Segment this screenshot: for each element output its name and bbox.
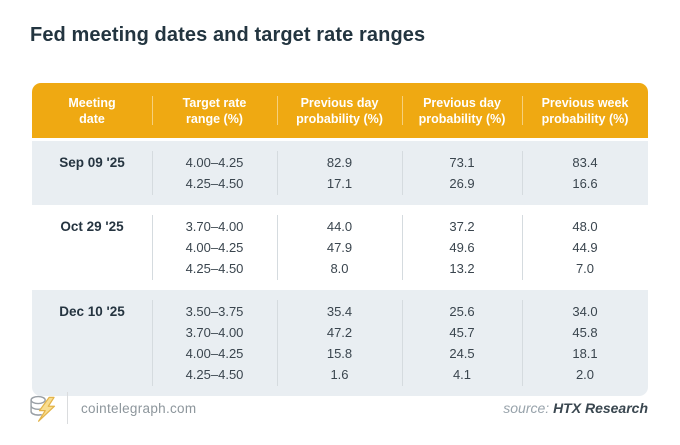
fed-rates-table: Meeting date Target rate range (%) Previ… [32,83,648,396]
table-value: 4.25–4.50 [185,367,244,382]
table-value: 24.5 [449,346,475,361]
table-value: 13.2 [449,261,475,276]
col-header-line: probability (%) [296,111,383,126]
table-value: 1.6 [330,367,349,382]
prev-day-probability-1-cell: 82.9 17.1 [277,147,402,199]
table-value: 17.1 [326,176,353,191]
table-group: Dec 10 '25 3.50–3.75 3.70–4.00 4.00–4.25 4.2… [32,290,648,396]
table-value: 4.1 [452,367,472,382]
prev-week-probability-cell: 48.0 44.9 7.0 [522,211,648,284]
page-title: Fed meeting dates and target rate ranges [30,24,426,46]
table-value: 45.8 [572,325,598,340]
table-value: 73.1 [449,155,475,170]
col-header-line: Target rate [182,95,247,110]
col-header-line: Meeting [68,95,116,110]
table-value: 4.25–4.50 [185,176,244,191]
meeting-date: Sep 09 '25 [59,155,125,170]
table-value: 34.0 [572,304,598,319]
col-header-line: Previous day [300,95,379,110]
col-header-previous-day-probability-1: Previous day probability (%) [277,83,402,138]
source-credit: source: HTX Research [503,400,648,416]
table-value: 3.70–4.00 [185,325,244,340]
table-value: 3.50–3.75 [185,304,244,319]
prev-day-probability-1-cell: 44.0 47.9 8.0 [277,211,402,284]
table-value: 83.4 [572,155,598,170]
col-header-line: Previous week [541,95,629,110]
table-value: 8.0 [330,261,349,276]
col-header-target-rate-range: Target rate range (%) [152,83,277,138]
col-header-meeting-date: Meeting date [32,83,152,138]
source-name: HTX Research [553,400,648,416]
table-value: 82.9 [326,155,353,170]
table-value: 4.00–4.25 [185,346,244,361]
table-value: 44.9 [572,240,598,255]
table-value: 4.00–4.25 [185,155,244,170]
col-header-previous-day-probability-2: Previous day probability (%) [402,83,522,138]
meeting-date: Dec 10 '25 [59,304,125,319]
prev-day-probability-1-cell: 35.4 47.2 15.8 1.6 [277,296,402,390]
table-value: 35.4 [326,304,353,319]
col-header-line: date [79,111,105,126]
table-value: 3.70–4.00 [185,219,244,234]
table-group: Oct 29 '25 3.70–4.00 4.00–4.25 4.25–4.50 44.… [32,205,648,290]
table-value: 4.00–4.25 [185,240,244,255]
table-value: 47.9 [326,240,353,255]
table-value: 7.0 [575,261,595,276]
source-label: source: [503,400,550,416]
prev-day-probability-2-cell: 25.6 45.7 24.5 4.1 [402,296,522,390]
table-body: Sep 09 '25 4.00–4.25 4.25–4.50 82.9 17.1 73.1… [32,141,648,396]
footer-divider [67,392,68,424]
target-rate-range-cell: 4.00–4.25 4.25–4.50 [152,147,277,199]
table-value: 47.2 [326,325,353,340]
table-value: 16.6 [572,176,598,191]
col-header-line: range (%) [186,111,243,126]
table-header-row: Meeting date Target rate range (%) Previ… [32,83,648,138]
prev-day-probability-2-cell: 37.2 49.6 13.2 [402,211,522,284]
meeting-date: Oct 29 '25 [60,219,124,234]
col-header-line: Previous day [423,95,501,110]
table-value: 4.25–4.50 [185,261,244,276]
table-value: 37.2 [449,219,475,234]
table-group: Sep 09 '25 4.00–4.25 4.25–4.50 82.9 17.1 73.1… [32,141,648,205]
target-rate-range-cell: 3.70–4.00 4.00–4.25 4.25–4.50 [152,211,277,284]
prev-day-probability-2-cell: 73.1 26.9 [402,147,522,199]
footer: cointelegraph.com source: HTX Research [28,387,648,429]
target-rate-range-cell: 3.50–3.75 3.70–4.00 4.00–4.25 4.25–4.50 [152,296,277,390]
cointelegraph-logo-icon [28,391,58,425]
site-name: cointelegraph.com [81,400,197,416]
table-value: 44.0 [326,219,353,234]
prev-week-probability-cell: 34.0 45.8 18.1 2.0 [522,296,648,390]
prev-week-probability-cell: 83.4 16.6 [522,147,648,199]
table-value: 49.6 [449,240,475,255]
col-header-previous-week-probability: Previous week probability (%) [522,83,648,138]
col-header-line: probability (%) [541,111,629,126]
table-value: 15.8 [326,346,353,361]
table-value: 48.0 [572,219,598,234]
table-value: 26.9 [449,176,475,191]
table-value: 45.7 [449,325,475,340]
table-value: 25.6 [449,304,475,319]
table-value: 18.1 [572,346,598,361]
table-value: 2.0 [575,367,595,382]
col-header-line: probability (%) [418,111,506,126]
